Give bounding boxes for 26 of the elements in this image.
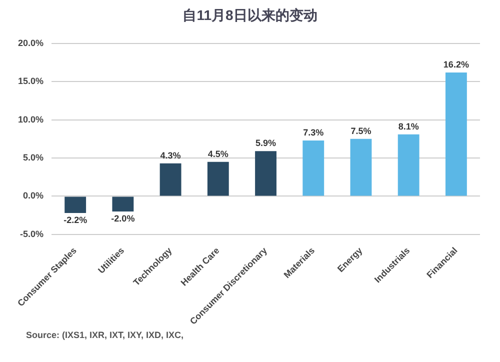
- y-tick-label: 20.0%: [18, 38, 44, 48]
- bar: [255, 151, 276, 196]
- bar: [445, 72, 467, 196]
- bar: [64, 196, 86, 214]
- data-label: 7.3%: [303, 127, 324, 138]
- data-label: 4.3%: [160, 150, 181, 160]
- bar: [398, 134, 420, 196]
- bar: [112, 196, 134, 212]
- data-label: -2.0%: [111, 214, 135, 224]
- y-tick-label: 0.0%: [23, 190, 44, 201]
- bar: [302, 140, 324, 196]
- chart-title: 自11月8日以来的变动: [182, 6, 318, 25]
- y-tick-label: 15.0%: [18, 76, 44, 86]
- data-label: 16.2%: [443, 59, 469, 70]
- y-tick-label: -5.0%: [20, 228, 44, 239]
- bar: [207, 162, 229, 196]
- data-label: 5.9%: [256, 138, 276, 148]
- data-label: 4.5%: [208, 148, 228, 159]
- source-note: Source: (IXS1, IXR, IXT, IXY, IXD, IXC,: [26, 330, 184, 340]
- bar: [160, 163, 182, 196]
- data-label: 8.1%: [398, 121, 419, 132]
- data-label: 7.5%: [350, 126, 372, 136]
- y-tick-label: 10.0%: [18, 114, 44, 124]
- data-label: -2.2%: [64, 215, 88, 226]
- bar: [350, 138, 372, 196]
- y-tick-label: 5.0%: [23, 152, 44, 163]
